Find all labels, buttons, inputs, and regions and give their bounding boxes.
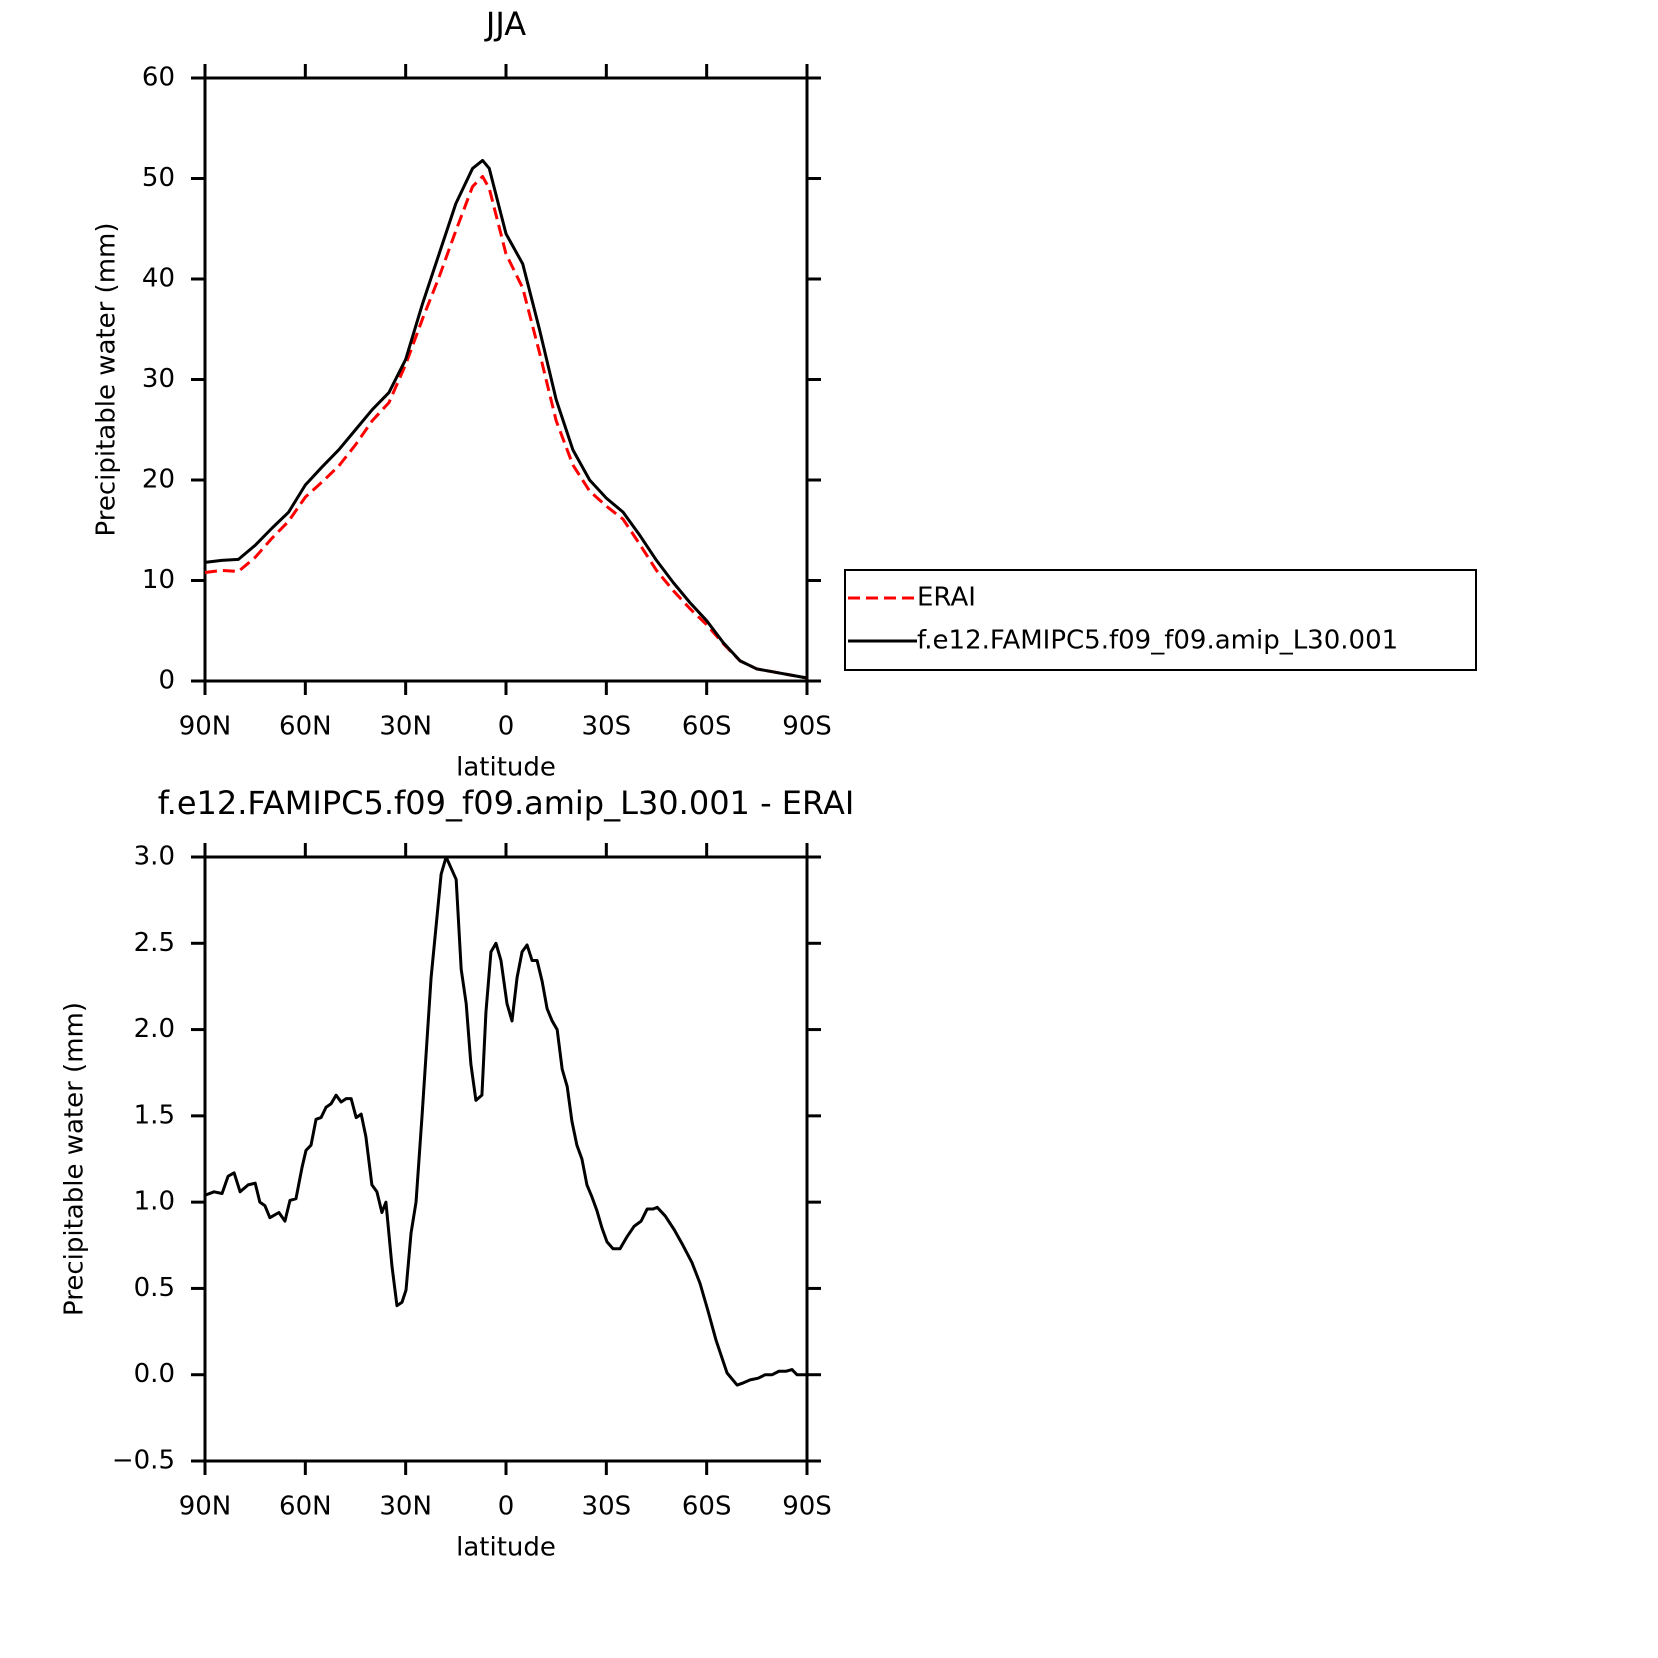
legend-label: ERAI — [917, 583, 976, 613]
y-tick-label: 0.5 — [134, 1273, 175, 1303]
y-tick-label: 0.0 — [134, 1359, 175, 1389]
y-tick-label: 2.0 — [134, 1014, 175, 1044]
data-line — [204, 174, 808, 680]
x-tick-label: 90S — [782, 712, 832, 742]
y-tick-label: 2.5 — [134, 928, 175, 958]
y-tick-label: 1.0 — [134, 1187, 175, 1217]
y-tick-label: 50 — [142, 163, 175, 193]
x-axis-label: latitude — [456, 753, 556, 783]
y-tick-label: 20 — [142, 465, 175, 495]
x-tick-label: 90N — [179, 712, 232, 742]
x-tick-label: 60S — [682, 1492, 732, 1522]
x-tick-label: 90S — [782, 1492, 832, 1522]
plot-frame — [203, 855, 809, 1463]
chart-title: JJA — [484, 5, 526, 43]
y-axis-label: Precipitable water (mm) — [60, 1002, 90, 1316]
data-line — [204, 158, 808, 680]
chart-title: f.e12.FAMIPC5.f09_f09.amip_L30.001 - ERA… — [158, 784, 855, 822]
x-tick-label: 60N — [279, 712, 332, 742]
y-tick-label: 10 — [142, 565, 175, 595]
x-tick-label: 0 — [498, 712, 515, 742]
x-tick-label: 60S — [682, 712, 732, 742]
data-line — [204, 855, 807, 1387]
y-axis-label: Precipitable water (mm) — [92, 223, 122, 537]
legend-label: f.e12.FAMIPC5.f09_f09.amip_L30.001 — [917, 626, 1398, 656]
x-tick-label: 30N — [379, 1492, 432, 1522]
x-tick-label: 30S — [582, 1492, 632, 1522]
y-tick-label: 3.0 — [134, 842, 175, 872]
plot-frame — [203, 76, 809, 683]
y-tick-label: 1.5 — [134, 1100, 175, 1130]
x-axis-label: latitude — [456, 1533, 556, 1563]
x-tick-label: 60N — [279, 1492, 332, 1522]
x-tick-label: 30N — [379, 712, 432, 742]
y-tick-label: 60 — [142, 63, 175, 93]
x-tick-label: 90N — [179, 1492, 232, 1522]
y-tick-label: −0.5 — [112, 1446, 175, 1476]
x-tick-label: 30S — [582, 712, 632, 742]
y-tick-label: 30 — [142, 364, 175, 394]
y-tick-label: 40 — [142, 264, 175, 294]
legend-box — [844, 569, 1477, 671]
x-tick-label: 0 — [498, 1492, 515, 1522]
y-tick-label: 0 — [158, 666, 175, 696]
